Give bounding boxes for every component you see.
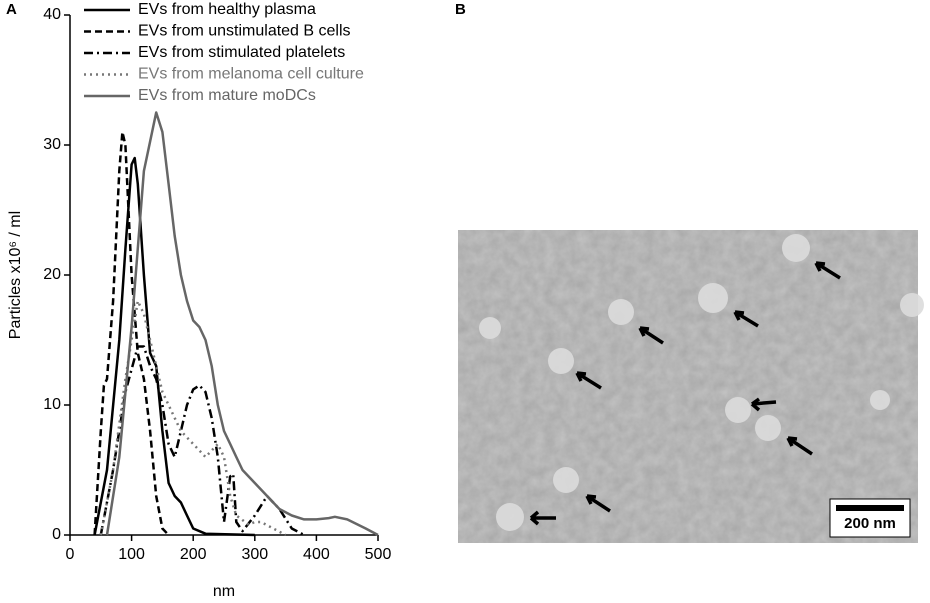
legend-label: EVs from stimulated platelets bbox=[138, 44, 345, 61]
legend-label: EVs from melanoma cell culture bbox=[138, 66, 364, 83]
x-axis-label: nm bbox=[213, 583, 235, 600]
x-tick-label: 0 bbox=[66, 546, 75, 563]
scale-bar-label: 200 nm bbox=[844, 515, 896, 532]
x-tick-label: 200 bbox=[180, 546, 207, 563]
series-line bbox=[99, 345, 305, 537]
legend-label: EVs from unstimulated B cells bbox=[138, 23, 351, 40]
y-tick-label: 20 bbox=[43, 266, 61, 283]
panel-label: A bbox=[6, 1, 17, 18]
legend-label: EVs from healthy plasma bbox=[138, 1, 316, 18]
panel-label: B bbox=[455, 1, 466, 18]
series-line bbox=[93, 130, 170, 536]
y-tick-label: 30 bbox=[43, 136, 61, 153]
legend-label: EVs from mature moDCs bbox=[138, 87, 316, 104]
x-tick-label: 400 bbox=[303, 546, 330, 563]
series-line bbox=[93, 156, 255, 537]
y-tick-label: 0 bbox=[52, 526, 61, 543]
y-tick-label: 10 bbox=[43, 396, 61, 413]
y-axis-label: Particles x10⁶ / ml bbox=[7, 211, 24, 339]
x-tick-label: 300 bbox=[241, 546, 268, 563]
sem-image: 200 nm bbox=[458, 230, 924, 543]
x-tick-label: 100 bbox=[118, 546, 145, 563]
series-line bbox=[99, 299, 287, 537]
y-tick-label: 40 bbox=[43, 6, 61, 23]
series-line bbox=[105, 111, 379, 537]
x-tick-label: 500 bbox=[365, 546, 392, 563]
